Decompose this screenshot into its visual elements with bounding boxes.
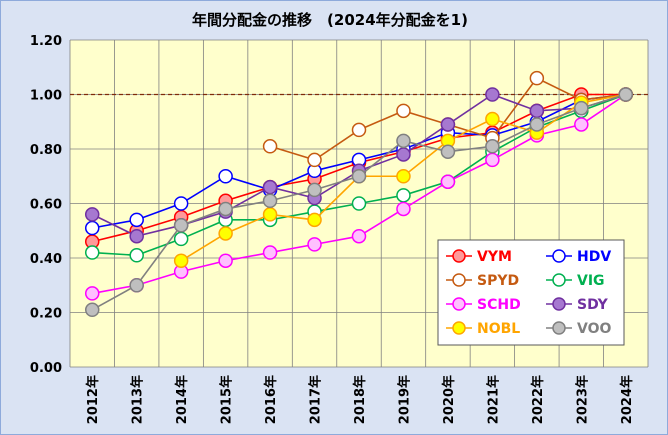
- y-tick-label: 0.40: [30, 252, 62, 267]
- y-tick-label: 0.20: [30, 307, 62, 322]
- data-point-schd: [262, 245, 278, 260]
- data-point-voo: [307, 182, 322, 198]
- data-point-hdv: [129, 212, 144, 228]
- data-point-spyd: [396, 103, 411, 119]
- data-point-voo: [618, 87, 634, 102]
- data-point-voo: [485, 139, 500, 154]
- data-point-vig: [351, 196, 367, 211]
- data-point-vig: [129, 248, 144, 263]
- x-tick-label: 2015年: [219, 375, 235, 424]
- x-tick-label: 2019年: [396, 375, 412, 424]
- legend-label-vig: VIG: [577, 273, 605, 289]
- data-point-voo: [440, 144, 456, 159]
- x-tick-label: 2024年: [619, 375, 635, 424]
- data-point-nobl: [218, 226, 233, 241]
- x-tick-label: 2020年: [441, 375, 457, 424]
- x-tick-label: 2013年: [130, 375, 146, 424]
- data-point-vig: [173, 231, 189, 247]
- x-tick-label: 2021年: [485, 375, 501, 424]
- x-tick-label: 2012年: [85, 375, 101, 424]
- y-tick-label: 0.80: [30, 143, 62, 158]
- data-point-sdy: [396, 147, 411, 162]
- legend-label-voo: VOO: [577, 321, 611, 337]
- data-point-nobl: [396, 169, 411, 184]
- legend-label-schd: SCHD: [477, 297, 521, 313]
- data-point-spyd: [351, 122, 367, 138]
- data-point-sdy: [84, 207, 100, 222]
- data-point-nobl: [485, 111, 500, 127]
- data-point-vig: [84, 245, 100, 260]
- legend-label-hdv: HDV: [577, 249, 611, 265]
- legend-marker-spyd: [452, 273, 466, 287]
- data-point-schd: [574, 117, 589, 132]
- x-axis-ticks: 2012年 2013年 2014年 2015年 2016年 2017年 2018年 2019年…: [85, 375, 635, 424]
- data-point-nobl: [262, 207, 278, 222]
- data-point-voo: [396, 133, 411, 149]
- y-tick-label: 1.00: [30, 89, 62, 104]
- data-point-schd: [351, 228, 367, 244]
- data-point-schd: [218, 253, 233, 268]
- chart-title: 年間分配金の推移 (2024年分配金を1): [192, 11, 468, 29]
- x-tick-label: 2018年: [352, 375, 368, 424]
- legend-label-nobl: NOBL: [477, 321, 520, 337]
- data-point-nobl: [307, 212, 322, 228]
- data-point-vig: [396, 188, 411, 203]
- x-tick-label: 2016年: [263, 375, 279, 424]
- data-point-voo: [218, 201, 233, 217]
- data-point-hdv: [173, 196, 189, 211]
- y-tick-label: 0.60: [30, 198, 62, 213]
- legend-marker-hdv: [552, 249, 566, 263]
- data-point-voo: [129, 278, 144, 293]
- data-point-sdy: [129, 228, 144, 244]
- data-point-sdy: [262, 179, 278, 195]
- series-group: [84, 70, 634, 318]
- legend-marker-nobl: [452, 321, 466, 335]
- x-tick-label: 2023年: [574, 375, 590, 424]
- data-point-sdy: [485, 87, 500, 102]
- data-point-schd: [485, 152, 500, 168]
- y-tick-label: 1.20: [30, 34, 62, 49]
- data-point-spyd: [529, 70, 545, 86]
- data-point-hdv: [84, 220, 100, 236]
- legend-marker-vig: [552, 273, 566, 287]
- series-voo: [84, 87, 634, 318]
- data-point-voo: [262, 193, 278, 209]
- x-tick-label: 2014年: [174, 375, 190, 424]
- data-point-spyd: [262, 139, 278, 154]
- data-point-schd: [396, 201, 411, 217]
- data-point-voo: [574, 100, 589, 116]
- data-point-sdy: [529, 103, 545, 119]
- data-point-schd: [307, 237, 322, 252]
- data-point-voo: [351, 169, 367, 184]
- legend-marker-voo: [552, 321, 566, 335]
- legend: VYM HDV SPYD VIG SCHD SDY NOBL VOO: [437, 239, 625, 346]
- data-point-hdv: [218, 169, 233, 184]
- data-point-sdy: [440, 117, 456, 132]
- data-point-schd: [84, 286, 100, 301]
- data-point-voo: [173, 218, 189, 233]
- x-tick-label: 2017年: [308, 375, 324, 424]
- data-point-voo: [529, 117, 545, 132]
- data-point-spyd: [307, 152, 322, 168]
- legend-label-vym: VYM: [477, 249, 512, 265]
- legend-label-sdy: SDY: [577, 297, 609, 313]
- data-point-nobl: [173, 253, 189, 268]
- y-axis-ticks: 0.00 0.20 0.40 0.60 0.80 1.00 1.20: [30, 34, 62, 376]
- x-tick-label: 2022年: [530, 375, 546, 424]
- legend-marker-schd: [452, 297, 466, 311]
- data-point-voo: [84, 302, 100, 318]
- y-tick-label: 0.00: [30, 361, 62, 376]
- legend-label-spyd: SPYD: [477, 273, 519, 289]
- legend-marker-sdy: [552, 297, 566, 311]
- data-point-schd: [440, 174, 456, 189]
- legend-marker-vym: [452, 249, 466, 263]
